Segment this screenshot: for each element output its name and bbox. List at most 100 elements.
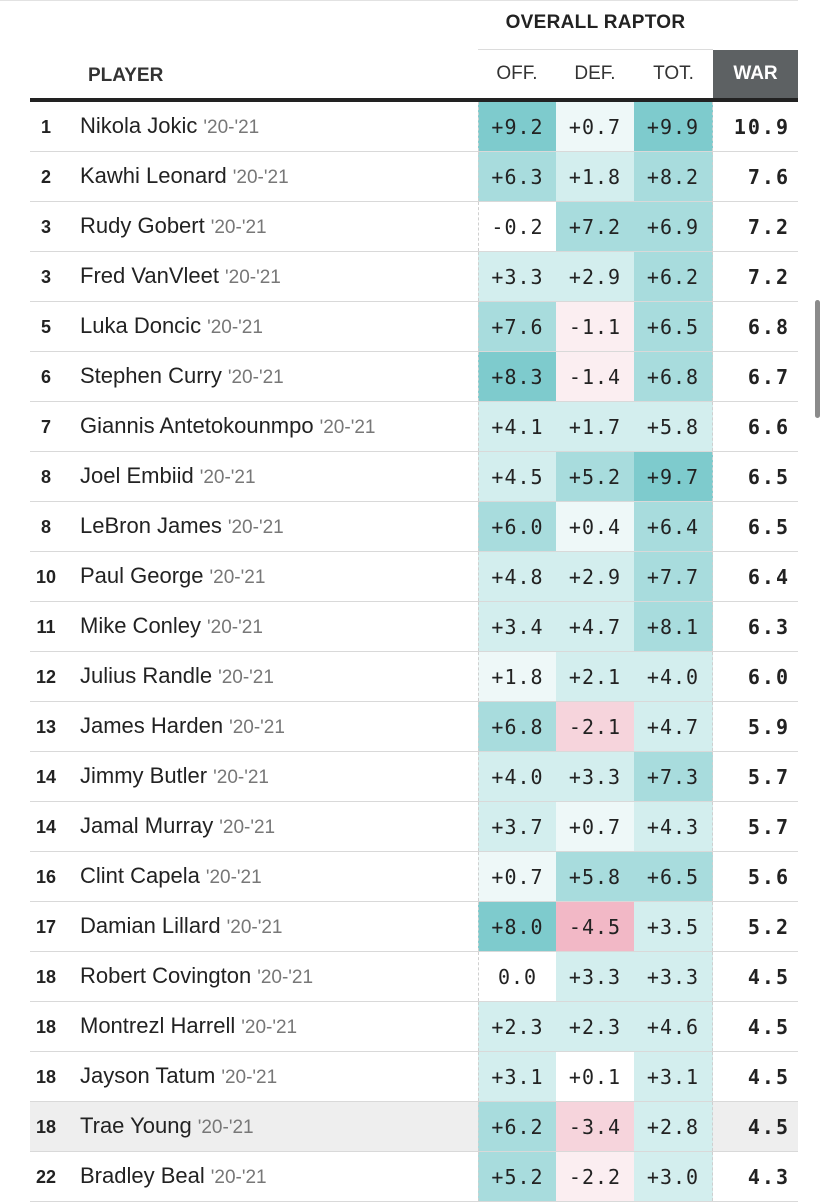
def-rating-cell: +2.1 <box>556 652 634 701</box>
table-row: 6 Stephen Curry '20-'21 +8.3 -1.4 +6.8 6.7 <box>30 352 798 402</box>
off-rating-cell: +2.3 <box>478 1002 556 1051</box>
player-name: Fred VanVleet <box>80 263 220 288</box>
off-rating-cell: +8.0 <box>478 902 556 951</box>
season-label: '20-'21 <box>203 117 260 138</box>
player-name-cell: Nikola Jokic '20-'21 <box>80 102 259 152</box>
off-rating-cell: +6.8 <box>478 702 556 751</box>
season-label: '20-'21 <box>225 267 281 288</box>
tot-rating-cell: +6.5 <box>634 852 713 901</box>
def-rating-cell: +1.8 <box>556 152 634 201</box>
column-header-def[interactable]: DEF. <box>574 63 616 84</box>
player-name: LeBron James <box>80 513 222 538</box>
rank-cell: 14 <box>35 817 57 837</box>
war-cell: 6.6 <box>747 415 790 439</box>
column-header-off[interactable]: OFF. <box>496 63 538 84</box>
player-name: Jayson Tatum <box>80 1063 216 1088</box>
def-rating-cell: +2.3 <box>556 1002 634 1051</box>
rank-cell: 18 <box>35 1017 57 1037</box>
def-rating-cell: -2.2 <box>556 1152 634 1201</box>
column-header-player[interactable]: PLAYER <box>88 65 164 86</box>
column-header-tot[interactable]: TOT. <box>653 63 694 84</box>
table-row: 3 Rudy Gobert '20-'21 -0.2 +7.2 +6.9 7.2 <box>30 202 798 252</box>
table-row: 2 Kawhi Leonard '20-'21 +6.3 +1.8 +8.2 7.6 <box>30 152 798 202</box>
season-label: '20-'21 <box>227 367 284 388</box>
table-row: 11 Mike Conley '20-'21 +3.4 +4.7 +8.1 6.3 <box>30 602 798 652</box>
war-cell: 7.2 <box>747 215 790 239</box>
war-cell: 4.5 <box>747 1115 790 1139</box>
def-rating-cell: +5.8 <box>556 852 634 901</box>
group-header-overall-raptor: OVERALL RAPTOR <box>505 12 686 33</box>
def-rating-cell: +1.7 <box>556 402 634 451</box>
player-name-cell: Damian Lillard '20-'21 <box>80 902 282 952</box>
player-name: Jimmy Butler <box>80 763 208 788</box>
player-name: Joel Embiid <box>80 463 194 488</box>
player-name: Giannis Antetokounmpo <box>80 413 314 438</box>
def-rating-cell: +5.2 <box>556 452 634 501</box>
war-cell: 4.5 <box>747 1015 790 1039</box>
off-rating-cell: +7.6 <box>478 302 556 351</box>
war-cell: 10.9 <box>733 115 790 139</box>
season-label: '20-'21 <box>205 867 262 888</box>
season-label: '20-'21 <box>207 317 263 338</box>
player-name: Bradley Beal <box>80 1163 205 1188</box>
player-name-cell: Joel Embiid '20-'21 <box>80 452 256 502</box>
def-rating-cell: -1.1 <box>556 302 634 351</box>
war-cell: 4.5 <box>747 1065 790 1089</box>
season-label: '20-'21 <box>241 1017 298 1038</box>
def-rating-cell: +2.9 <box>556 552 634 601</box>
table-row: 18 Montrezl Harrell '20-'21 +2.3 +2.3 +4.6 4.5 <box>30 1002 798 1052</box>
off-rating-cell: +3.1 <box>478 1052 556 1101</box>
season-label: '20-'21 <box>227 517 284 538</box>
def-rating-cell: +0.4 <box>556 502 634 551</box>
tot-rating-cell: +7.7 <box>634 552 713 601</box>
war-cell: 5.6 <box>747 865 790 889</box>
player-name-cell: Mike Conley '20-'21 <box>80 602 263 652</box>
tot-rating-cell: +6.2 <box>634 252 713 301</box>
season-label: '20-'21 <box>219 817 276 838</box>
off-rating-cell: +6.3 <box>478 152 556 201</box>
war-cell: 6.7 <box>747 365 790 389</box>
tot-rating-cell: +8.1 <box>634 602 713 651</box>
table-row: 18 Robert Covington '20-'21 0.0 +3.3 +3.3 4.5 <box>30 952 798 1002</box>
table-row: 22 Bradley Beal '20-'21 +5.2 -2.2 +3.0 4.3 <box>30 1152 798 1202</box>
column-header-war[interactable]: WAR <box>713 50 798 98</box>
def-rating-cell: +3.3 <box>556 952 634 1001</box>
player-name-cell: Robert Covington '20-'21 <box>80 952 313 1002</box>
war-cell: 5.7 <box>747 815 790 839</box>
table-row: 14 Jimmy Butler '20-'21 +4.0 +3.3 +7.3 5.7 <box>30 752 798 802</box>
rank-cell: 8 <box>40 517 51 537</box>
tot-rating-cell: +4.0 <box>634 652 713 701</box>
table-body: 1 Nikola Jokic '20-'21 +9.2 +0.7 +9.9 10.9 2 Kaw… <box>30 102 798 1202</box>
table-row: 5 Luka Doncic '20-'21 +7.6 -1.1 +6.5 6.8 <box>30 302 798 352</box>
war-cell: 5.7 <box>747 765 790 789</box>
player-name: Kawhi Leonard <box>80 163 227 188</box>
player-name: Damian Lillard <box>80 913 221 938</box>
tot-rating-cell: +4.7 <box>634 702 713 751</box>
war-cell: 6.5 <box>747 515 790 539</box>
player-name-cell: Bradley Beal '20-'21 <box>80 1152 267 1202</box>
table-row: 12 Julius Randle '20-'21 +1.8 +2.1 +4.0 6.0 <box>30 652 798 702</box>
player-name-cell: Clint Capela '20-'21 <box>80 852 262 902</box>
rank-cell: 18 <box>35 967 57 987</box>
off-rating-cell: +8.3 <box>478 352 556 401</box>
rank-cell: 2 <box>40 167 51 187</box>
rank-cell: 12 <box>35 667 57 687</box>
season-label: '20-'21 <box>213 767 269 788</box>
def-rating-cell: +2.9 <box>556 252 634 301</box>
war-cell: 6.3 <box>747 615 790 639</box>
off-rating-cell: +4.5 <box>478 452 556 501</box>
player-name-cell: Jimmy Butler '20-'21 <box>80 752 269 802</box>
def-rating-cell: +0.7 <box>556 102 634 151</box>
table-row: 10 Paul George '20-'21 +4.8 +2.9 +7.7 6.4 <box>30 552 798 602</box>
def-rating-cell: +7.2 <box>556 202 634 251</box>
table-row: 17 Damian Lillard '20-'21 +8.0 -4.5 +3.5 5.2 <box>30 902 798 952</box>
rank-cell: 18 <box>35 1067 57 1087</box>
tot-rating-cell: +4.3 <box>634 802 713 851</box>
scrollbar-thumb[interactable] <box>815 300 820 418</box>
off-rating-cell: +4.8 <box>478 552 556 601</box>
rank-cell: 3 <box>40 267 51 287</box>
table-row: 3 Fred VanVleet '20-'21 +3.3 +2.9 +6.2 7.2 <box>30 252 798 302</box>
scrollbar[interactable] <box>798 0 828 1201</box>
season-label: '20-'21 <box>199 467 256 488</box>
table-row: 8 Joel Embiid '20-'21 +4.5 +5.2 +9.7 6.5 <box>30 452 798 502</box>
